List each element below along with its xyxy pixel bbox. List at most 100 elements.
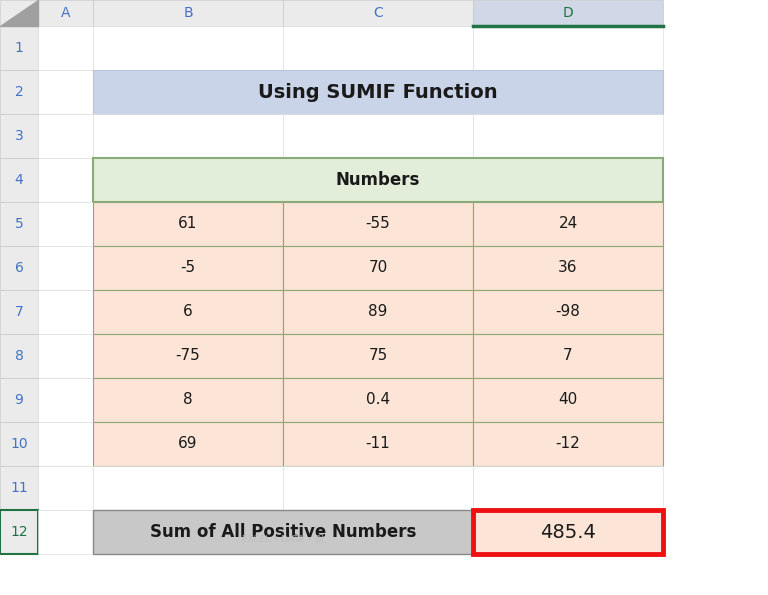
Text: 61: 61 [178, 217, 197, 231]
Bar [93, 378, 283, 422]
Bar [473, 290, 663, 334]
Bar [38, 0, 93, 26]
Text: 2: 2 [15, 85, 23, 99]
Bar [38, 202, 93, 246]
Bar [283, 290, 473, 334]
Bar [38, 158, 93, 202]
Text: 12: 12 [10, 525, 28, 539]
Bar [93, 334, 283, 378]
Bar [283, 0, 473, 26]
Bar [283, 114, 473, 158]
Bar [473, 422, 663, 466]
Text: 7: 7 [563, 349, 573, 364]
Bar [38, 466, 93, 510]
Text: 4: 4 [15, 173, 23, 187]
Bar [93, 510, 473, 554]
Bar [473, 26, 663, 70]
Bar [93, 158, 663, 202]
Bar [0, 290, 38, 334]
Bar [473, 378, 663, 422]
Bar [38, 246, 93, 290]
Text: 7: 7 [15, 305, 23, 319]
Bar [38, 510, 93, 554]
Bar [283, 334, 473, 378]
Bar [0, 202, 38, 246]
Bar [38, 114, 93, 158]
Bar [0, 510, 38, 554]
Bar [473, 246, 663, 290]
Text: 75: 75 [369, 349, 388, 364]
Text: A: A [61, 6, 70, 20]
Text: -55: -55 [366, 217, 390, 231]
Text: Numbers: Numbers [336, 171, 420, 189]
Text: 8: 8 [15, 349, 24, 363]
Bar [93, 290, 283, 334]
Bar [0, 114, 38, 158]
Bar [93, 114, 283, 158]
Text: -98: -98 [555, 305, 581, 320]
Bar [473, 510, 663, 554]
Text: -12: -12 [555, 437, 581, 452]
Text: D: D [563, 6, 574, 20]
Polygon shape [0, 0, 38, 26]
Bar [473, 334, 663, 378]
Text: B: B [184, 6, 193, 20]
Bar [0, 70, 38, 114]
Text: 3: 3 [15, 129, 23, 143]
Text: 485.4: 485.4 [540, 522, 596, 541]
Text: 70: 70 [369, 261, 388, 275]
Text: Using SUMIF Function: Using SUMIF Function [258, 83, 498, 102]
Bar [0, 334, 38, 378]
Bar [93, 466, 283, 510]
Text: -11: -11 [366, 437, 390, 452]
Text: EXCEL • DATA • BI: EXCEL • DATA • BI [242, 535, 324, 544]
Bar [93, 246, 283, 290]
Text: 11: 11 [10, 481, 28, 495]
Text: 6: 6 [15, 261, 24, 275]
Bar [283, 26, 473, 70]
Bar [283, 422, 473, 466]
Bar [283, 202, 473, 246]
Bar [93, 422, 283, 466]
Bar [93, 70, 663, 114]
Bar [473, 202, 663, 246]
Bar [38, 422, 93, 466]
Bar [0, 246, 38, 290]
Text: 40: 40 [558, 393, 578, 408]
Text: -75: -75 [176, 349, 200, 364]
Text: -5: -5 [180, 261, 196, 275]
Bar [283, 246, 473, 290]
Bar [38, 70, 93, 114]
Text: C: C [373, 6, 383, 20]
Text: 10: 10 [10, 437, 28, 451]
Text: Sum of All Positive Numbers: Sum of All Positive Numbers [150, 523, 416, 541]
Bar [38, 378, 93, 422]
Bar [38, 334, 93, 378]
Text: 6: 6 [183, 305, 193, 320]
Bar [0, 158, 38, 202]
Text: 0.4: 0.4 [366, 393, 390, 408]
Bar [283, 466, 473, 510]
Text: 89: 89 [369, 305, 388, 320]
Bar [473, 466, 663, 510]
Text: 24: 24 [558, 217, 578, 231]
Bar [0, 0, 38, 26]
Bar [473, 0, 663, 26]
Bar [0, 378, 38, 422]
Bar [38, 26, 93, 70]
Bar [0, 26, 38, 70]
Bar [283, 378, 473, 422]
Text: 9: 9 [15, 393, 24, 407]
Bar [93, 0, 283, 26]
Bar [0, 466, 38, 510]
Bar [38, 290, 93, 334]
Text: 69: 69 [178, 437, 197, 452]
Bar [473, 114, 663, 158]
Text: 36: 36 [558, 261, 578, 275]
Bar [93, 202, 283, 246]
Text: 8: 8 [184, 393, 193, 408]
Bar [0, 422, 38, 466]
Bar [93, 26, 283, 70]
Text: 1: 1 [15, 41, 24, 55]
Bar [473, 510, 663, 554]
